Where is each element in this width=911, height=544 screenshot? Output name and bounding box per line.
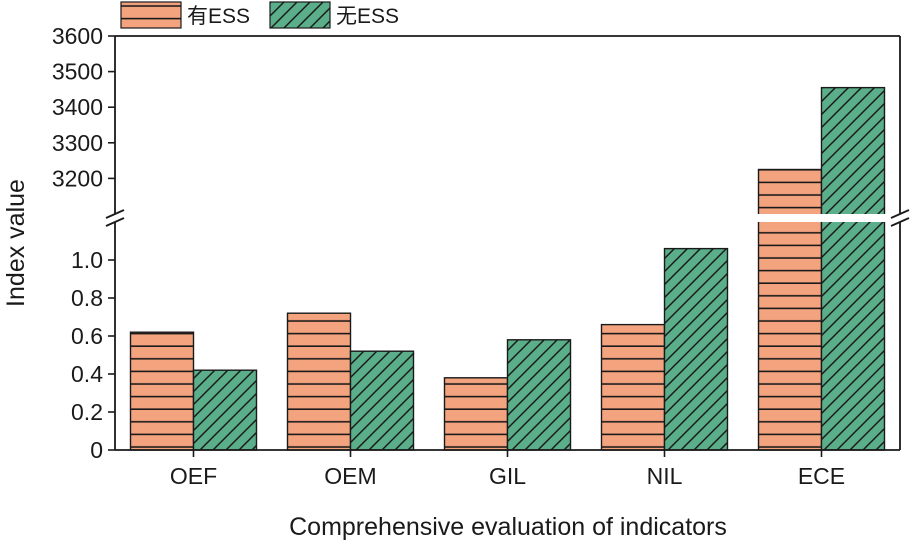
y-tick-label: 0.6 xyxy=(71,323,103,349)
y-tick-label: 3500 xyxy=(52,59,103,85)
x-axis-label: Comprehensive evaluation of indicators xyxy=(289,513,727,541)
y-tick-label: 0 xyxy=(90,437,103,463)
y-tick-label: 0.2 xyxy=(71,399,103,425)
y-tick-label: 3300 xyxy=(52,130,103,156)
y-tick-label: 0.4 xyxy=(71,361,103,387)
bar-gil-series1 xyxy=(443,377,509,451)
bar-oef-series1 xyxy=(129,331,195,451)
bar-nil-series1 xyxy=(600,323,666,451)
y-axis-label: Index value xyxy=(2,179,30,307)
y-tick-label: 3200 xyxy=(52,165,103,191)
axis-break-gap xyxy=(113,214,902,222)
x-tick-label: OEF xyxy=(170,463,217,489)
bars-layer xyxy=(129,86,886,451)
bar-nil-series2 xyxy=(663,247,729,451)
y-tick-label: 1.0 xyxy=(71,247,103,273)
axis-break-mark xyxy=(890,209,910,219)
legend-item-series2: 无ESS xyxy=(269,1,399,29)
y-tick-label: 3400 xyxy=(52,94,103,120)
bar-oem-series2 xyxy=(349,350,415,451)
axis-break-mark xyxy=(105,217,125,227)
bar-ece-series2 xyxy=(820,86,886,451)
legend-label: 有ESS xyxy=(187,5,250,28)
axis-ticks: OEF OEM GIL NIL ECE 0 0.2 0.4 0.6 0.8 1.0 3200 3300 3… xyxy=(52,23,845,489)
x-tick-label: GIL xyxy=(489,463,526,489)
legend-item-series1: 有ESS xyxy=(120,1,250,29)
x-tick-label: NIL xyxy=(647,463,683,489)
bar-oem-series1 xyxy=(286,312,352,451)
axis-break-mark xyxy=(105,209,125,219)
bar-gil-series2 xyxy=(506,339,572,451)
legend-label: 无ESS xyxy=(336,5,399,28)
y-tick-label: 0.8 xyxy=(71,285,103,311)
bar-ece-series1 xyxy=(757,168,823,451)
legend: 有ESS 无ESS xyxy=(120,1,399,29)
x-tick-label: OEM xyxy=(324,463,376,489)
bar-oef-series2 xyxy=(192,369,258,451)
axis-break-mark xyxy=(890,217,910,227)
y-tick-label: 3600 xyxy=(52,23,103,49)
x-tick-label: ECE xyxy=(798,463,845,489)
